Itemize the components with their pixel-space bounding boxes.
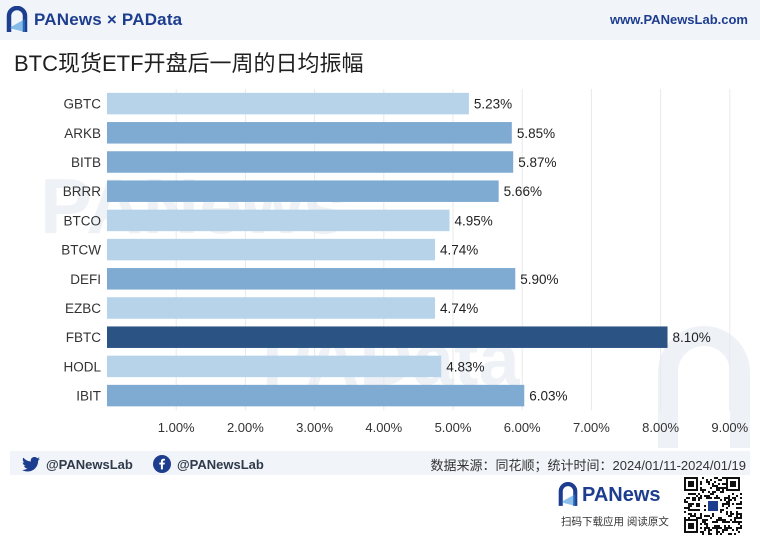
category-label: ARKB bbox=[64, 126, 101, 141]
bar-bitb bbox=[107, 151, 514, 173]
value-label: 6.03% bbox=[529, 389, 567, 404]
category-label: FBTC bbox=[66, 330, 101, 345]
twitter-account[interactable]: @PANewsLab bbox=[22, 454, 133, 474]
value-label: 4.95% bbox=[455, 213, 493, 228]
bar-fbtc bbox=[107, 326, 668, 348]
footer-bar bbox=[10, 451, 750, 475]
bar-hodl bbox=[107, 355, 442, 378]
bar-brrr bbox=[107, 180, 499, 202]
website-link[interactable]: www.PANewsLab.com bbox=[610, 12, 748, 27]
facebook-icon bbox=[153, 455, 171, 473]
value-label: 4.83% bbox=[446, 359, 484, 374]
bar-btco bbox=[107, 209, 450, 232]
value-label: 5.87% bbox=[518, 155, 556, 170]
bars bbox=[107, 92, 668, 407]
x-tick-label: 5.00% bbox=[435, 420, 472, 435]
category-labels: GBTC ARKB BITB BRRR BTCO BTCW DEFI EZBC FBTC HODL… bbox=[61, 97, 101, 404]
value-label: 8.10% bbox=[673, 330, 711, 345]
facebook-handle: @PANewsLab bbox=[177, 456, 264, 472]
x-tick-label: 2.00% bbox=[227, 420, 264, 435]
value-label: 5.85% bbox=[517, 126, 555, 141]
qr-code-icon[interactable] bbox=[684, 477, 742, 535]
bar-defi bbox=[107, 268, 516, 290]
brand-text: PANews × PAData bbox=[34, 10, 183, 29]
bar-chart: PANews PAData GBTCARKBBITBBRRRBTCOBTCWDE… bbox=[40, 89, 750, 448]
category-label: DEFI bbox=[70, 272, 101, 287]
brand: PANews × PAData bbox=[6, 5, 182, 35]
x-tick-label: 8.00% bbox=[642, 420, 679, 435]
bar-arkb bbox=[107, 122, 512, 144]
panews-logo-icon bbox=[558, 482, 578, 506]
svg-text:PANews: PANews bbox=[40, 162, 346, 250]
value-label: 5.90% bbox=[520, 272, 558, 287]
chart-title: BTC现货ETF开盘后一周的日均振幅 bbox=[14, 51, 364, 76]
bar-ibit bbox=[107, 384, 525, 407]
x-tick-label: 6.00% bbox=[504, 420, 541, 435]
twitter-handle: @PANewsLab bbox=[46, 456, 133, 472]
bar-gbtc bbox=[107, 92, 469, 115]
category-label: BRRR bbox=[63, 184, 102, 199]
category-label: HODL bbox=[63, 359, 101, 374]
twitter-icon bbox=[22, 456, 40, 472]
data-source-note: 数据来源：同花顺；统计时间：2024/01/11-2024/01/19 bbox=[430, 458, 747, 473]
value-label: 4.74% bbox=[440, 301, 478, 316]
x-tick-label: 4.00% bbox=[365, 420, 402, 435]
download-caption: 扫码下载应用 阅读原文 bbox=[561, 516, 669, 528]
x-tick-label: 3.00% bbox=[296, 420, 333, 435]
category-label: BTCW bbox=[61, 243, 101, 258]
bottom-logo-text: PANews bbox=[582, 483, 661, 506]
bottom-logo: PANews bbox=[558, 480, 661, 510]
value-labels: 5.23% 5.85% 5.87% 5.66% 4.95% 4.74% 5.90% 4.74%… bbox=[440, 97, 711, 404]
category-label: IBIT bbox=[76, 389, 101, 404]
x-tick-label: 1.00% bbox=[158, 420, 195, 435]
value-label: 5.66% bbox=[504, 184, 542, 199]
top-banner: PANews × PAData www.PANewsLab.com bbox=[0, 0, 760, 40]
facebook-account[interactable]: @PANewsLab bbox=[153, 454, 264, 474]
panews-logo-icon bbox=[6, 6, 28, 32]
value-label: 4.74% bbox=[440, 243, 478, 258]
value-label: 5.23% bbox=[474, 97, 512, 112]
category-label: BTCO bbox=[63, 213, 101, 228]
category-label: EZBC bbox=[65, 301, 101, 316]
bar-btcw bbox=[107, 238, 436, 261]
category-label: GBTC bbox=[63, 97, 101, 112]
x-tick-label: 9.00% bbox=[711, 420, 748, 435]
bar-ezbc bbox=[107, 297, 436, 319]
x-axis-tick-labels: 1.00% 2.00% 3.00% 4.00% 5.00% 6.00% 7.00% 8.00%… bbox=[158, 420, 749, 435]
x-tick-label: 7.00% bbox=[573, 420, 610, 435]
category-label: BITB bbox=[71, 155, 101, 170]
